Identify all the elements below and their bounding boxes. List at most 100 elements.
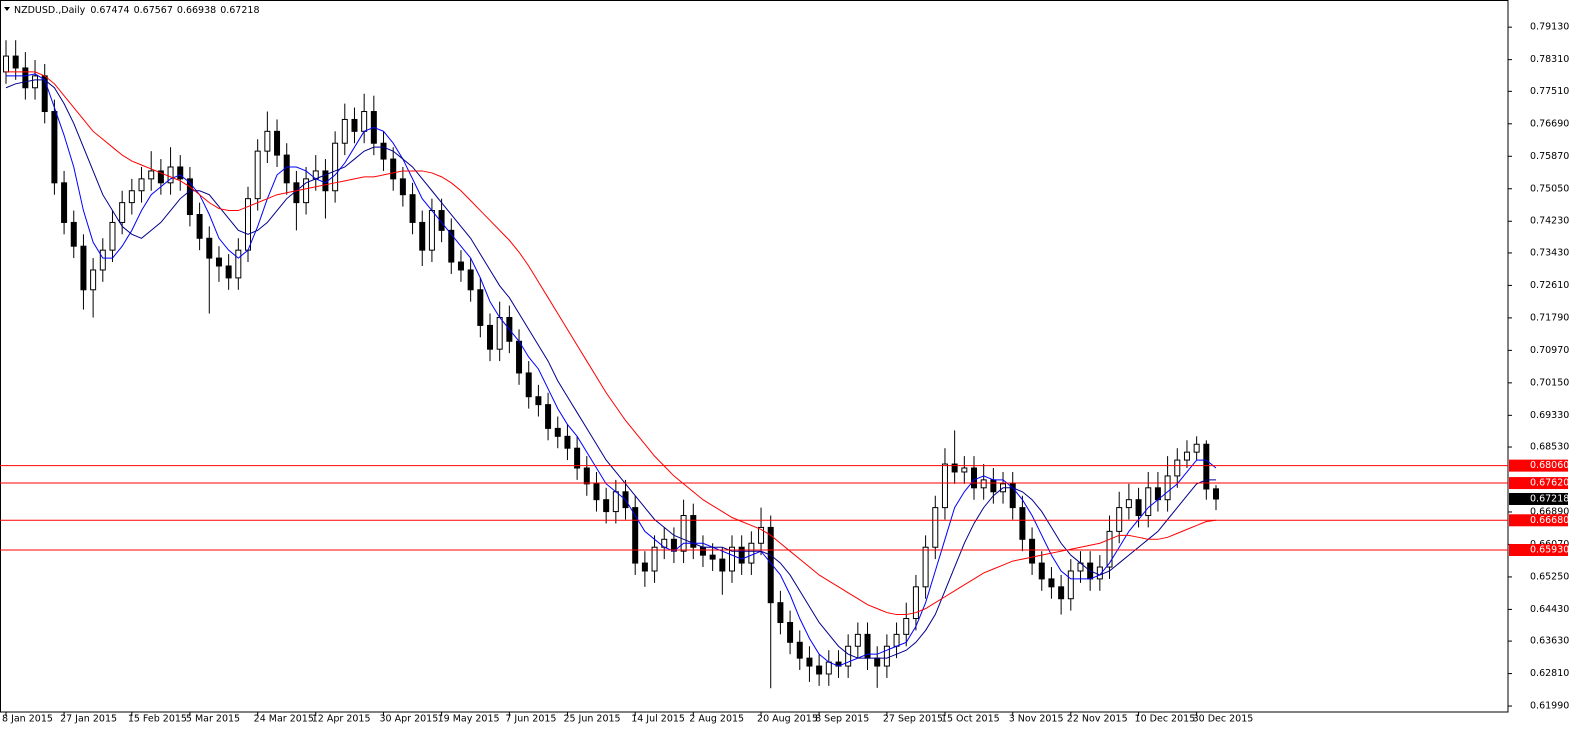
y-tick-label: 0.72610: [1530, 280, 1569, 291]
y-tick-label: 0.79130: [1530, 22, 1569, 33]
candle-body: [496, 316, 503, 350]
candle-body: [554, 427, 561, 437]
y-tick-label: 0.71790: [1530, 312, 1569, 323]
y-tick-label: 0.75870: [1530, 151, 1569, 162]
candle-body: [738, 546, 745, 564]
candle-body: [806, 657, 813, 667]
candle-body: [632, 507, 639, 564]
y-tick-label: 0.76690: [1530, 118, 1569, 129]
y-tick-label: 0.66890: [1530, 506, 1569, 517]
candle-body: [196, 214, 203, 239]
x-tick-label: 25 Jun 2015: [563, 714, 620, 725]
level-label: 0.66680: [1530, 515, 1569, 526]
candle-body: [525, 372, 532, 398]
candle-body: [729, 546, 735, 572]
candle-body: [680, 515, 687, 552]
candle-body: [215, 257, 222, 267]
y-tick-label: 0.69330: [1530, 410, 1569, 421]
y-tick-label: 0.63630: [1530, 636, 1569, 647]
candle-body: [825, 661, 832, 675]
y-tick-label: 0.70150: [1530, 377, 1569, 388]
candle-body: [1183, 451, 1190, 461]
level-label-box: [1509, 543, 1568, 556]
y-tick-label: 0.64430: [1530, 604, 1569, 615]
x-tick-label: 19 May 2015: [438, 714, 500, 725]
x-tick-label: 30 Dec 2015: [1193, 714, 1254, 725]
candle-body: [1203, 443, 1210, 490]
x-tick-label: 5 Mar 2015: [186, 714, 240, 725]
candle-body: [651, 546, 658, 572]
candle-body: [206, 237, 213, 259]
x-tick-label: 30 Apr 2015: [380, 714, 439, 725]
header-open: 0.67474: [90, 5, 129, 16]
moving-average-line: [6, 73, 1217, 667]
x-tick-label: 27 Sep 2015: [883, 714, 943, 725]
candle-body: [438, 210, 445, 231]
x-tick-label: 15 Feb 2015: [128, 714, 187, 725]
candle-body: [1125, 499, 1132, 509]
moving-average-line: [6, 71, 1217, 616]
candle-body: [767, 526, 774, 604]
candle-body: [816, 665, 823, 675]
y-tick-label: 0.68530: [1530, 442, 1569, 453]
x-tick-label: 20 Aug 2015: [757, 714, 818, 725]
candle-body: [709, 554, 716, 560]
x-tick-label: 7 Jun 2015: [505, 714, 556, 725]
candle-body: [1058, 586, 1065, 600]
candle-body: [457, 261, 464, 271]
candle-body: [854, 633, 861, 647]
candle-body: [99, 249, 106, 271]
candle-body: [428, 210, 435, 251]
x-tick-label: 12 Apr 2015: [312, 714, 371, 725]
candle-body: [941, 463, 948, 509]
candle-body: [922, 546, 929, 588]
level-label: 0.65930: [1530, 544, 1569, 555]
y-tick-label: 0.74230: [1530, 216, 1569, 227]
candle-body: [1213, 488, 1219, 500]
candle-body: [138, 178, 145, 192]
candle-body: [1145, 487, 1152, 517]
x-tick-label: 15 Oct 2015: [941, 714, 1000, 725]
candle-body: [545, 404, 552, 429]
level-label: 0.67620: [1530, 478, 1569, 489]
y-tick-label: 0.65250: [1530, 571, 1569, 582]
candle-body: [361, 111, 368, 132]
y-tick-label: 0.73430: [1530, 247, 1569, 258]
candle-body: [274, 130, 281, 156]
candle-body: [264, 130, 271, 152]
level-label: 0.68060: [1530, 460, 1569, 471]
candle-body: [90, 269, 97, 291]
candle-body: [409, 194, 416, 223]
candle-body: [883, 645, 890, 667]
header-low: 0.66938: [177, 5, 216, 16]
candle-body: [167, 166, 174, 184]
candle-body: [961, 467, 968, 473]
candle-body: [1067, 570, 1074, 600]
candle-body: [912, 586, 919, 620]
x-tick-label: 10 Dec 2015: [1135, 714, 1196, 725]
candle-body: [467, 269, 474, 291]
candle-body: [777, 602, 784, 623]
candle-body: [1048, 578, 1055, 588]
candle-body: [390, 158, 397, 180]
candle-body: [893, 633, 900, 647]
candle-body: [32, 75, 39, 89]
x-tick-label: 27 Jan 2015: [60, 714, 117, 725]
y-tick-label: 0.75050: [1530, 183, 1569, 194]
candle-body: [874, 657, 881, 667]
candle-body: [748, 542, 755, 564]
candle-body: [971, 467, 977, 489]
candle-body: [1106, 530, 1113, 568]
candle-body: [157, 170, 164, 184]
y-tick-label: 0.78310: [1530, 54, 1569, 65]
collapse-arrow[interactable]: [4, 7, 10, 11]
candle-body: [341, 118, 348, 144]
candle-body: [399, 178, 406, 196]
candle-body: [303, 178, 310, 204]
candle-body: [177, 166, 184, 180]
y-tick-label: 0.61990: [1530, 701, 1569, 712]
x-tick-label: 2 Aug 2015: [689, 714, 744, 725]
candle-body: [477, 289, 484, 326]
